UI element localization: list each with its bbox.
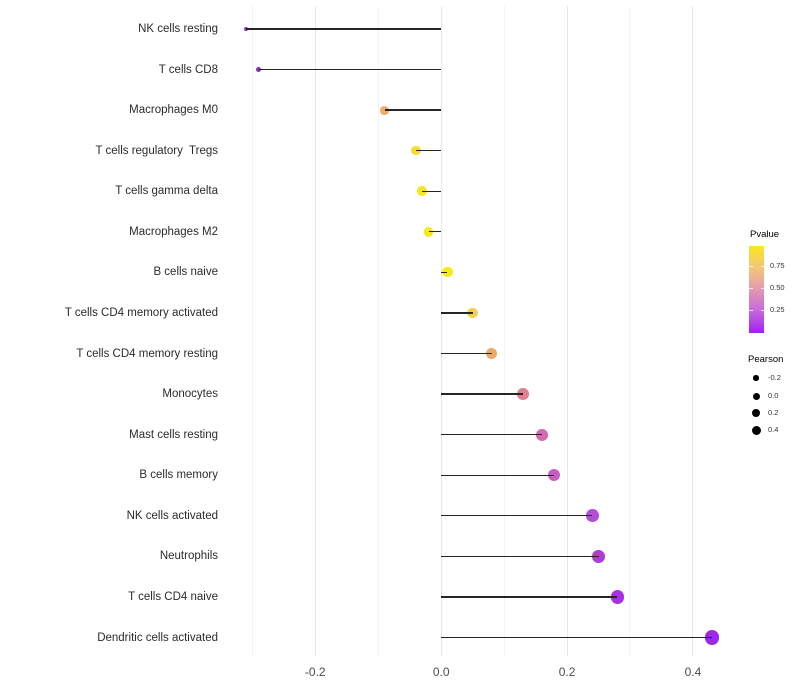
colorbar-tick: [749, 266, 753, 267]
lollipop-stem: [441, 515, 593, 517]
size-legend-label: 0.0: [768, 391, 779, 400]
y-axis-label: NK cells resting: [138, 23, 218, 35]
colorbar-tick: [749, 287, 753, 289]
y-axis-label: Macrophages M2: [129, 225, 218, 238]
pvalue-legend-title: Pvalue: [750, 229, 780, 240]
colorbar-tick: [749, 309, 753, 311]
lollipop-stem: [441, 352, 492, 355]
gridline-major: [440, 6, 442, 656]
lollipop-stem: [441, 474, 555, 476]
colorbar-tick: [760, 287, 764, 289]
y-axis-label: T cells regulatory Tregs: [95, 144, 218, 157]
lollipop-stem: [384, 109, 442, 111]
size-legend-label: -0.2: [768, 373, 781, 382]
y-axis-label: Monocytes: [162, 388, 218, 401]
gridline-minor: [629, 6, 631, 656]
size-legend-label: 0.4: [768, 425, 779, 434]
size-legend-dot: [751, 425, 761, 435]
lollipop-dot: [442, 267, 453, 278]
lollipop-stem: [422, 190, 442, 192]
lollipop-stem: [258, 68, 442, 71]
colorbar-tick: [760, 266, 764, 267]
lollipop-stem: [441, 555, 599, 558]
gridline-minor: [377, 6, 379, 656]
colorbar-tick-label: 0.75: [770, 261, 785, 270]
y-axis-label: Dendritic cells activated: [97, 631, 218, 644]
gridline-major: [566, 6, 568, 656]
lollipop-stem: [441, 636, 712, 639]
colorbar-tick-label: 0.50: [770, 282, 785, 292]
pearson-legend-title: Pearson: [748, 354, 784, 365]
lollipop-stem: [441, 596, 618, 598]
gridline-minor: [503, 6, 505, 656]
y-axis-label: B cells memory: [139, 469, 218, 482]
y-axis-label: NK cells activated: [126, 509, 218, 522]
size-legend-label: 0.2: [768, 407, 779, 417]
colorbar-tick: [760, 309, 764, 311]
y-axis-label: B cells naive: [153, 266, 218, 279]
y-axis-label: T cells CD8: [158, 63, 218, 76]
lollipop-stem: [441, 271, 448, 274]
y-axis-label: T cells CD4 naive: [128, 590, 218, 603]
lollipop-stem: [246, 28, 442, 30]
lollipop-stem: [441, 434, 542, 436]
y-axis-label: Mast cells resting: [129, 428, 218, 441]
lollipop-stem: [441, 393, 523, 395]
lollipop-dot: [423, 226, 434, 237]
gridline-major: [314, 6, 316, 656]
y-axis-label: Macrophages M0: [129, 104, 218, 117]
lollipop-dot: [486, 348, 497, 360]
y-axis-label: T cells gamma delta: [115, 185, 218, 198]
size-legend-dot: [752, 392, 760, 400]
x-axis-tick-label: 0.4: [684, 665, 702, 679]
lollipop-stem: [415, 150, 442, 152]
gridline-minor: [251, 6, 253, 656]
gridline-major: [692, 6, 694, 656]
pvalue-colorbar: [749, 246, 764, 333]
x-axis-tick-label: -0.2: [304, 665, 326, 679]
size-legend-dot: [753, 375, 759, 381]
lollipop-dot: [380, 105, 389, 115]
y-axis-label: T cells CD4 memory activated: [64, 306, 218, 319]
x-axis-tick-label: 0.2: [558, 665, 576, 679]
size-legend-dot: [752, 408, 760, 417]
lollipop-stem: [428, 231, 442, 233]
y-axis-label: Neutrophils: [159, 550, 218, 563]
lollipop-dot: [610, 590, 624, 604]
y-axis-label: T cells CD4 memory resting: [76, 347, 218, 360]
x-axis-tick-label: 0.0: [432, 665, 450, 679]
lollipop-stem: [441, 312, 473, 314]
colorbar-tick-label: 0.25: [770, 304, 785, 314]
